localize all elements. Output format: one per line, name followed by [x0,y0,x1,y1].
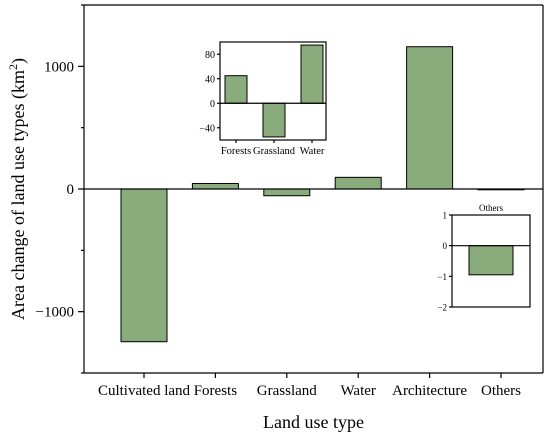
x-axis-title: Land use type [263,412,364,432]
y-tick-label: 0 [67,182,75,198]
inset-mid-x-tick-label: Forests [221,146,251,157]
inset-mid-y-tick-label: −40 [199,123,215,134]
x-tick-label: Others [481,383,521,399]
x-tick-label: Architecture [392,383,467,399]
x-tick-label: Water [340,383,375,399]
inset-others-frame [451,214,531,308]
inset-others-bar-0 [468,245,514,276]
x-tick-label: Cultivated land [98,383,191,399]
y-axis-title-main: Area change of land use types (km [8,70,29,320]
inset-others-y-tick-label: 0 [443,241,448,251]
bar-2 [263,188,311,197]
bar-1 [191,182,239,190]
inset-mid-y-tick-label: 0 [210,99,215,110]
inset-mid-frame [219,41,327,141]
y-axis-title: Area change of land use types (km2) [6,58,29,320]
inset-mid-bar-0 [224,75,248,104]
inset-others-y-tick-label: −2 [437,303,447,313]
inset-mid-x-tick-label: Grassland [253,146,296,157]
y-axis-title-close: ) [8,58,29,64]
inset-mid-x-tick-label: Water [300,146,325,157]
inset-mid-bar-2 [300,44,324,104]
y-tick-label: 1000 [44,59,74,75]
inset-mid-y-tick-label: 40 [205,74,215,85]
x-tick-label: Forests [194,383,238,399]
bar-0 [120,188,168,343]
bar-4 [406,46,454,190]
y-axis-title-sup: 2 [6,64,20,70]
inset-others-title: Others [479,203,503,213]
bar-3 [334,176,382,190]
inset-others-y-tick-label: −1 [437,272,447,282]
inset-mid-bar-1 [262,102,286,138]
y-tick-label: −1000 [36,305,74,321]
x-tick-label: Grassland [257,383,317,399]
inset-others-y-tick-label: 1 [443,211,448,221]
inset-mid-y-tick-label: 80 [205,50,215,61]
